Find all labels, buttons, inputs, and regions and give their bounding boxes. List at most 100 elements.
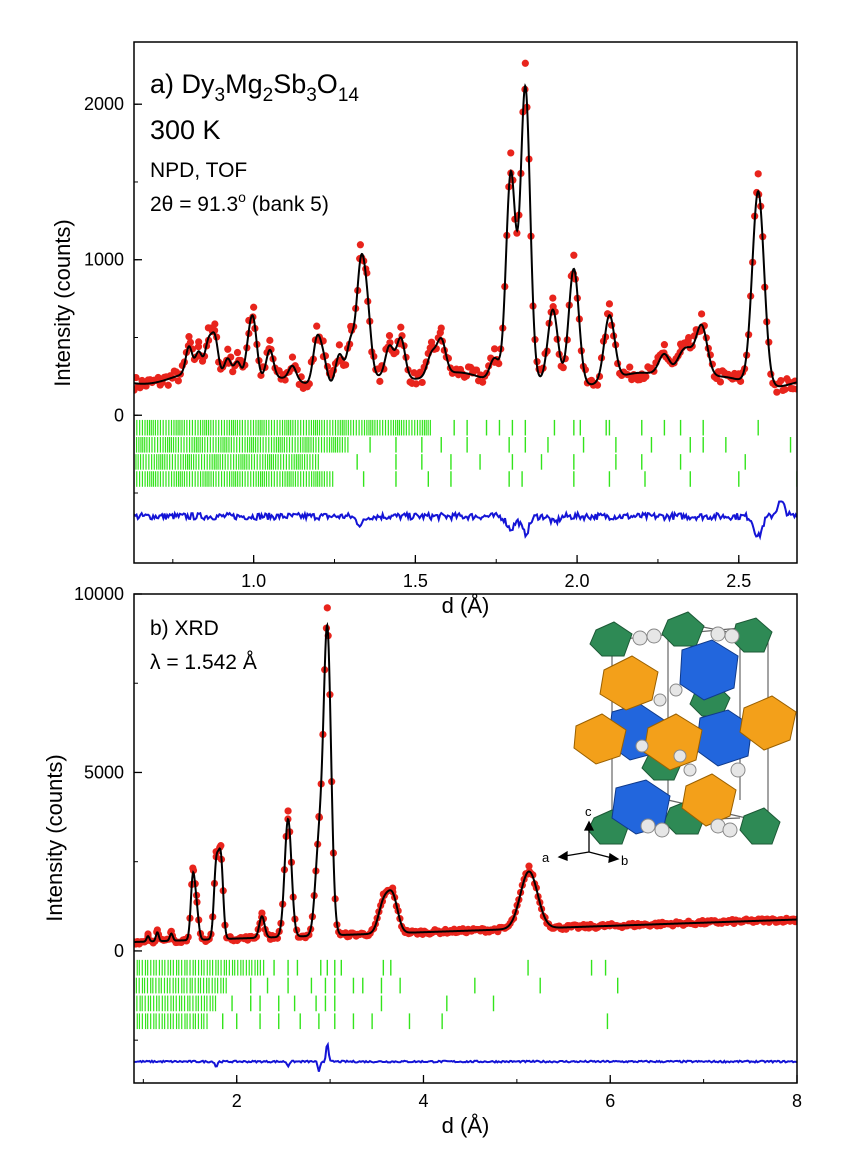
observed-point	[793, 385, 797, 393]
x-tick-label: 1.0	[241, 571, 266, 591]
observed-point	[186, 338, 195, 346]
panel-a-temperature: 300 K	[150, 115, 221, 145]
observed-peak-point	[549, 294, 557, 302]
observed-peak-point	[258, 909, 266, 917]
observed-peak-point	[605, 300, 614, 308]
observed-point	[773, 388, 781, 396]
observed-peak-point	[521, 59, 529, 67]
observed-point	[134, 373, 140, 382]
observed-peak-point	[167, 927, 175, 935]
observed-peak-point	[266, 336, 274, 344]
observed-point	[495, 360, 503, 368]
x-tick-label: 8	[792, 1091, 802, 1111]
observed-point	[342, 361, 350, 369]
observed-point	[777, 376, 785, 385]
panel-b-title: b) XRD	[150, 617, 219, 640]
panel-a-difference-curve	[134, 500, 797, 541]
observed-peak-point	[507, 149, 515, 157]
panel-b-difference-curve	[134, 1041, 797, 1072]
panel-a-frame	[133, 41, 798, 564]
observed-peak-point	[250, 303, 258, 311]
observed-peak-point	[385, 332, 394, 340]
observed-peak-point	[288, 353, 297, 361]
observed-point	[472, 366, 481, 374]
panel-b-xrd: 2 4 6 8 0 5000 10000 d (Å) Intensity (counts) b)…	[42, 584, 802, 1138]
panel-a-axes: 1.0 1.5 2.0 2.5 0 1000 2000 d (Å) Intensity (cou…	[50, 94, 751, 618]
observed-peak-point	[427, 338, 436, 346]
observed-point	[642, 372, 650, 381]
panel-a-observed-series	[134, 59, 797, 396]
panel-b-frame	[133, 593, 798, 1084]
observed-peak-point	[153, 926, 161, 934]
y-tick-label: 2000	[84, 94, 124, 114]
observed-peak-point	[685, 333, 693, 342]
panel-b-bragg-ticks	[134, 959, 619, 1030]
observed-point	[412, 380, 420, 388]
x-tick-label: 2.0	[565, 571, 590, 591]
observed-peak-point	[195, 338, 203, 346]
panel-a-title: a) Dy3Mg2Sb3O14	[150, 69, 359, 106]
panel-b-plot-area	[134, 604, 797, 1072]
x-tick-label: 6	[605, 1091, 615, 1111]
observed-point	[416, 368, 424, 376]
panel-a-npd: 1.0 1.5 2.0 2.5 0 1000 2000 d (Å) Intensity (cou…	[50, 41, 798, 618]
observed-peak-point	[570, 251, 578, 259]
observed-peak-point	[144, 930, 152, 938]
x-tick-label: 4	[418, 1091, 428, 1111]
observed-peak-point	[224, 345, 232, 353]
observed-peak-point	[335, 341, 343, 349]
y-tick-label: 0	[114, 405, 124, 425]
observed-point	[716, 378, 725, 386]
observed-peak-point	[233, 348, 242, 357]
observed-point	[200, 352, 209, 360]
panel-b-x-axis-title: d (Å)	[442, 1113, 490, 1138]
panel-b-calculated-curve	[134, 621, 797, 944]
y-tick-label: 10000	[74, 584, 124, 604]
y-tick-label: 5000	[84, 762, 124, 782]
observed-peak-point	[525, 862, 533, 870]
panel-a-bragg-ticks	[134, 419, 797, 487]
observed-peak-point	[204, 324, 212, 332]
observed-point	[164, 381, 172, 389]
panel-a-method: NPD, TOF	[150, 159, 247, 182]
panel-b-axes: 2 4 6 8 0 5000 10000 d (Å) Intensity (counts)	[42, 584, 802, 1138]
observed-peak-point	[437, 324, 445, 332]
observed-peak-point	[660, 341, 669, 349]
axis-a-label: a	[542, 850, 550, 865]
blue-octahedra	[607, 639, 753, 835]
panel-a-plot-area	[134, 59, 797, 541]
panel-b-y-axis-title: Intensity (counts)	[42, 754, 67, 922]
panel-a-y-axis-title: Intensity (counts)	[50, 219, 75, 387]
observed-point	[229, 368, 237, 376]
x-tick-label: 2	[232, 1091, 242, 1111]
observed-peak-point	[323, 604, 331, 612]
observed-peak-point	[676, 340, 685, 348]
observed-point	[154, 373, 162, 382]
y-tick-label: 1000	[84, 250, 124, 270]
crystal-structure-inset: c a b	[542, 611, 797, 868]
observed-peak-point	[217, 842, 225, 850]
observed-peak-point	[397, 323, 405, 331]
observed-peak-point	[189, 864, 197, 872]
axis-c-label: c	[585, 804, 592, 819]
observed-point	[626, 363, 634, 371]
x-tick-label: 1.5	[403, 571, 428, 591]
atom-spheres	[632, 626, 746, 838]
axis-b-label: b	[621, 853, 628, 868]
orange-octahedra	[573, 655, 797, 827]
panel-a-x-axis-title: d (Å)	[442, 593, 490, 618]
observed-point	[513, 229, 521, 237]
observed-peak-point	[313, 322, 321, 330]
observed-peak-point	[284, 807, 292, 815]
panel-a-calculated-curve	[134, 83, 797, 388]
observed-peak-point	[211, 320, 219, 328]
observed-point	[386, 339, 394, 347]
observed-peak-point	[356, 241, 364, 249]
observed-point	[376, 377, 384, 385]
observed-point	[559, 364, 567, 372]
observed-peak-point	[185, 333, 193, 341]
observed-peak-point	[491, 345, 499, 353]
axis-triad	[557, 820, 620, 863]
observed-point	[781, 385, 789, 394]
